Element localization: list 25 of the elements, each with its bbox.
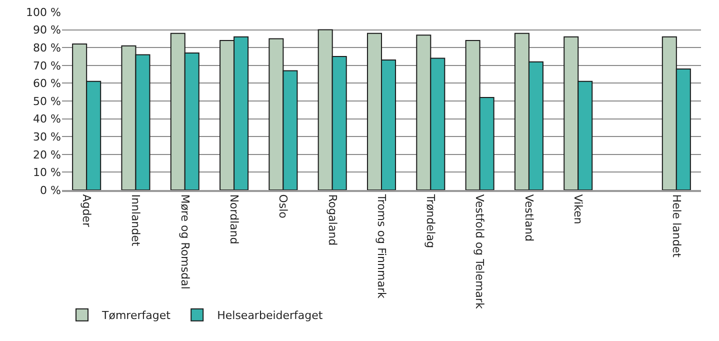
x-tick-label: Innlandet [129,194,142,247]
legend-label: Helsearbeiderfaget [217,309,324,322]
y-tick-label: 30 % [33,130,61,144]
y-tick-label: 10 % [33,166,61,180]
x-tick-label: Vestfold og Telemark [473,194,486,310]
y-tick-label: 80 % [33,41,61,54]
x-tick-label: Vestland [522,194,536,242]
y-tick-label: 100 % [26,6,61,19]
x-tick-label: Trøndelag [424,193,438,248]
x-tick-label: Troms og Finnmark [374,193,388,299]
x-tick-label: Agder [80,194,94,228]
y-tick-label: 40 % [33,112,61,126]
x-tick-label: Oslo [276,194,290,219]
y-tick-label: 60 % [33,77,61,90]
legend-label: Tømrerfaget [101,309,172,322]
x-tick-label: Viken [572,194,585,224]
x-tick-label: Nordland [227,194,240,244]
y-tick-label: 50 % [33,94,61,108]
y-tick-label: 90 % [33,24,61,37]
y-tick-label: 0 % [40,184,61,197]
x-tick-label: Rogaland [326,194,339,246]
y-tick-label: 70 % [33,59,61,72]
x-tick-label: Hele landet [670,194,683,258]
y-tick-label: 20 % [33,148,61,162]
x-tick-label: Møre og Romsdal [178,194,192,290]
